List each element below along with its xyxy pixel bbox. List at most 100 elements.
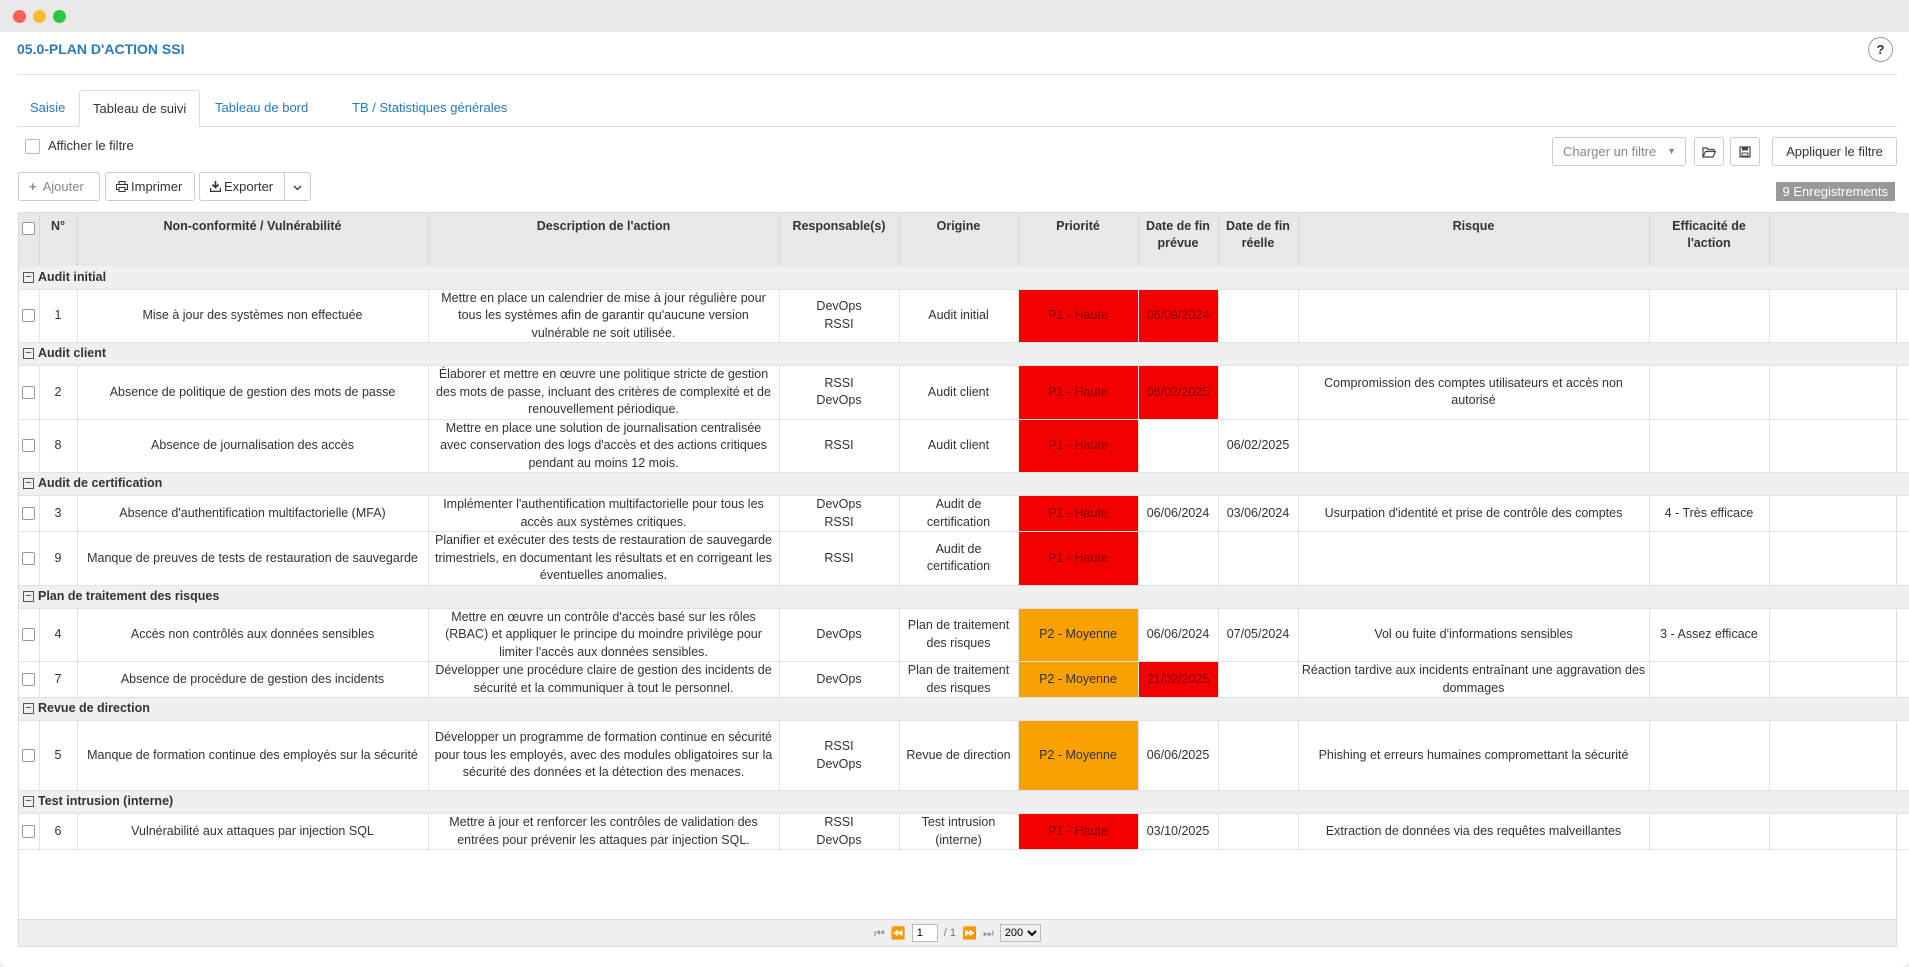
- tab-tableau-de-bord[interactable]: Tableau de bord: [215, 100, 309, 115]
- table-row[interactable]: 9 Manque de preuves de tests de restaurat…: [19, 531, 1909, 586]
- column-header-risk[interactable]: Risque: [1298, 213, 1650, 266]
- row-checkbox[interactable]: [22, 672, 36, 686]
- efficacy-cell: [1649, 365, 1770, 420]
- row-checkbox[interactable]: [22, 506, 36, 520]
- table-row[interactable]: 2 Absence de politique de gestion des mot…: [19, 365, 1909, 420]
- tab-statistiques[interactable]: TB / Statistiques générales: [352, 100, 508, 115]
- collapse-icon[interactable]: −: [23, 590, 34, 602]
- save-filter-button[interactable]: [1730, 137, 1760, 166]
- first-page-icon[interactable]: ⏮: [874, 925, 885, 940]
- table-row[interactable]: 3 Absence d'authentification multifactori…: [19, 495, 1909, 532]
- page-number-input[interactable]: [911, 924, 938, 942]
- column-header-number[interactable]: N°: [39, 213, 78, 266]
- row-select-cell: [19, 720, 40, 791]
- column-header-responsible[interactable]: Responsable(s): [779, 213, 900, 266]
- group-header[interactable]: − Test intrusion (interne): [19, 790, 1909, 814]
- column-header-planned-end[interactable]: Date de fin prévue: [1138, 213, 1219, 266]
- last-page-icon[interactable]: ⏭: [982, 925, 994, 940]
- planned-end-cell: 21/02/2025: [1138, 661, 1219, 698]
- export-options-dropdown[interactable]: [284, 172, 311, 201]
- efficacy-cell: [1649, 720, 1770, 791]
- add-button[interactable]: + Ajouter: [18, 172, 100, 201]
- group-header[interactable]: − Audit initial: [19, 266, 1909, 290]
- maximize-window-button[interactable]: [53, 10, 66, 23]
- collapse-icon[interactable]: −: [23, 271, 34, 283]
- collapse-icon[interactable]: −: [23, 796, 34, 808]
- group-row[interactable]: − Audit de certification: [19, 472, 1909, 496]
- row-checkbox[interactable]: [22, 551, 36, 565]
- planned-end-cell: [1138, 531, 1219, 586]
- filter-checkbox[interactable]: [25, 139, 40, 155]
- collapse-icon[interactable]: −: [23, 703, 34, 715]
- description-cell: Mettre à jour et renforcer les contrôles…: [428, 813, 780, 850]
- next-page-icon[interactable]: ⏩: [962, 926, 977, 940]
- table-row[interactable]: 4 Accès non contrôlés aux données sensibl…: [19, 608, 1909, 662]
- group-row[interactable]: − Audit client: [19, 342, 1909, 366]
- group-row[interactable]: − Revue de direction: [19, 697, 1909, 721]
- column-header-priority[interactable]: Priorité: [1018, 213, 1139, 266]
- column-header-efficacy[interactable]: Efficacité de l'action: [1649, 213, 1770, 266]
- risk-cell: Vol ou fuite d'informations sensibles: [1298, 608, 1650, 662]
- printer-icon: [116, 181, 128, 192]
- row-select-cell: [19, 495, 40, 532]
- print-button[interactable]: Imprimer: [105, 172, 195, 201]
- responsible-name: RSSI: [824, 815, 854, 829]
- load-filter-dropdown[interactable]: Charger un filtre ▼: [1552, 137, 1686, 166]
- group-header[interactable]: − Plan de traitement des risques: [19, 585, 1909, 609]
- planned-end-cell: 06/02/2025: [1138, 365, 1219, 420]
- responsible-name: RSSI: [824, 375, 854, 390]
- group-row[interactable]: − Plan de traitement des risques: [19, 585, 1909, 609]
- column-header-actual-end[interactable]: Date de fin réelle: [1218, 213, 1299, 266]
- open-filter-button[interactable]: [1694, 137, 1724, 166]
- collapse-icon[interactable]: −: [23, 348, 34, 360]
- apply-filter-button[interactable]: Appliquer le filtre: [1772, 137, 1897, 166]
- responsible-cell: RSSI: [779, 531, 900, 586]
- collapse-icon[interactable]: −: [23, 478, 34, 490]
- close-window-button[interactable]: [13, 10, 26, 23]
- group-header[interactable]: − Audit client: [19, 342, 1909, 366]
- action-plan-table: N° Non-conformité / Vulnérabilité Descri…: [19, 213, 1909, 850]
- group-header[interactable]: − Revue de direction: [19, 697, 1909, 721]
- page-size-select[interactable]: 200: [999, 924, 1041, 942]
- nonconformity-cell: Absence d'authentification multifactorie…: [77, 495, 429, 532]
- minimize-window-button[interactable]: [33, 10, 46, 23]
- efficacy-cell: 3 - Assez efficace: [1649, 608, 1770, 662]
- table-row[interactable]: 7 Absence de procédure de gestion des inc…: [19, 661, 1909, 698]
- row-checkbox[interactable]: [22, 385, 36, 399]
- description-cell: Mettre en œuvre un contrôle d'accès basé…: [428, 608, 780, 662]
- filter-toggle[interactable]: Afficher le filtre: [25, 138, 134, 155]
- group-name: Revue de direction: [38, 701, 150, 716]
- row-checkbox[interactable]: [22, 824, 36, 838]
- row-checkbox[interactable]: [22, 309, 36, 323]
- tab-tableau-de-suivi[interactable]: Tableau de suivi: [79, 90, 201, 127]
- table-row[interactable]: 1 Mise à jour des systèmes non effectuée M…: [19, 289, 1909, 343]
- title-bar: [0, 0, 1909, 32]
- row-checkbox[interactable]: [22, 748, 36, 762]
- group-header[interactable]: − Audit de certification: [19, 472, 1909, 496]
- efficacy-cell: [1649, 419, 1770, 473]
- table-row[interactable]: 8 Absence de journalisation des accès Mett…: [19, 419, 1909, 473]
- column-header-origin[interactable]: Origine: [899, 213, 1019, 266]
- spacer-cell: [1769, 813, 1909, 850]
- nonconformity-cell: Absence de journalisation des accès: [77, 419, 429, 473]
- priority-cell: P1 - Haute: [1018, 419, 1139, 473]
- row-checkbox[interactable]: [22, 628, 36, 642]
- spacer-cell: [1769, 661, 1909, 698]
- description-cell: Élaborer et mettre en œuvre une politiqu…: [428, 365, 780, 420]
- export-button[interactable]: Exporter: [199, 172, 285, 201]
- actual-end-cell: [1218, 720, 1299, 791]
- previous-page-icon[interactable]: ⏪: [890, 926, 906, 940]
- responsible-name: RSSI: [824, 438, 854, 452]
- table-row[interactable]: 6 Vulnérabilité aux attaques par injectio…: [19, 813, 1909, 850]
- select-all-checkbox[interactable]: [22, 222, 36, 236]
- origin-cell: Test intrusion (interne): [899, 813, 1019, 850]
- table-row[interactable]: 5 Manque de formation continue des employ…: [19, 720, 1909, 791]
- row-checkbox[interactable]: [22, 439, 36, 453]
- group-row[interactable]: − Audit initial: [19, 266, 1909, 290]
- tab-saisie[interactable]: Saisie: [30, 100, 66, 115]
- group-row[interactable]: − Test intrusion (interne): [19, 790, 1909, 814]
- planned-end-cell: 06/06/2024: [1138, 495, 1219, 532]
- help-button[interactable]: ?: [1868, 37, 1893, 62]
- column-header-description[interactable]: Description de l'action: [428, 213, 780, 266]
- column-header-nonconformity[interactable]: Non-conformité / Vulnérabilité: [77, 213, 429, 266]
